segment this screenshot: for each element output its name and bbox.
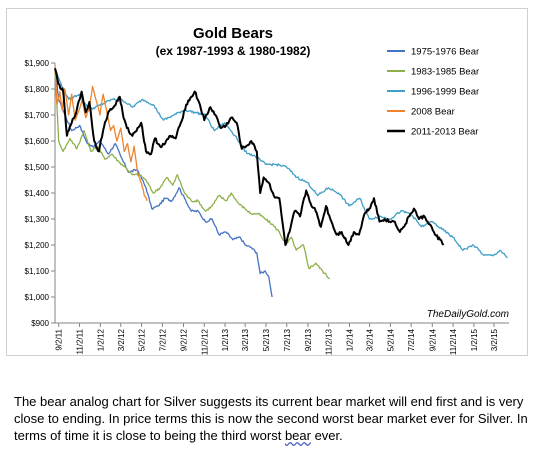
y-tick-label: $1,000 <box>25 293 50 302</box>
watermark-label: TheDailyGold.com <box>427 309 509 320</box>
chart-title: Gold Bears <box>193 25 273 42</box>
x-tick-label: 3/2/12 <box>117 328 126 351</box>
x-tick-label: 1/2/15 <box>470 328 479 351</box>
x-tick-label: 11/2/13 <box>325 328 334 355</box>
x-tick-label: 11/2/12 <box>200 328 209 355</box>
chart-frame: Gold Bears (ex 1987-1993 & 1980-1982) Th… <box>6 8 528 356</box>
caption-paragraph: The bear analog chart for Silver suggest… <box>14 393 529 444</box>
x-tick-label: 9/2/13 <box>304 328 313 351</box>
y-tick-label: $1,800 <box>25 85 50 94</box>
x-tick-label: 11/2/11 <box>76 328 85 354</box>
y-tick-label: $900 <box>31 319 49 328</box>
caption-text: The bear analog chart for Silver suggest… <box>14 394 528 443</box>
series-line-1996-1999-bear <box>54 67 508 259</box>
series-line-2008-bear <box>54 65 148 201</box>
x-tick-label: 7/2/14 <box>407 328 416 351</box>
x-tick-label: 1/2/13 <box>221 328 230 351</box>
x-tick-label: 3/2/14 <box>366 328 375 351</box>
legend-label-1983-1985-bear: 1983-1985 Bear <box>411 67 479 78</box>
x-tick-label: 9/2/12 <box>179 328 188 351</box>
y-tick-label: $1,400 <box>25 189 50 198</box>
x-tick-label: 1/2/12 <box>96 328 105 351</box>
x-tick-label: 7/2/12 <box>158 328 167 351</box>
legend: 1975-1976 Bear 1983-1985 Bear 1996-1999 Be… <box>387 47 479 138</box>
gold-bears-chart: Gold Bears (ex 1987-1993 & 1980-1982) Th… <box>25 25 509 355</box>
x-tick-label: 5/2/13 <box>262 328 271 351</box>
x-tick-label: 5/2/12 <box>138 328 147 351</box>
legend-label-2011-2013-bear: 2011-2013 Bear <box>411 127 478 138</box>
x-tick-label: 3/2/13 <box>241 328 250 351</box>
x-tick-label: 11/2/14 <box>449 328 458 355</box>
series-line-1983-1985-bear <box>54 70 331 280</box>
x-tick-label: 3/2/15 <box>490 328 499 351</box>
y-tick-label: $1,200 <box>25 241 50 250</box>
x-tick-label: 9/2/11 <box>55 328 64 350</box>
y-tick-label: $1,500 <box>25 163 50 172</box>
series-line-2011-2013-bear <box>54 67 445 246</box>
y-tick-label: $1,100 <box>25 267 50 276</box>
legend-label-1975-1976-bear: 1975-1976 Bear <box>411 47 479 58</box>
series-lines <box>54 65 508 298</box>
axes: $900 $1,000 $1,100 $1,200 $1,300 $1,400 $1,500… <box>25 59 509 355</box>
chart-subtitle: (ex 1987-1993 & 1980-1982) <box>156 44 311 58</box>
y-tick-label: $1,600 <box>25 137 50 146</box>
caption-text-end: ever. <box>310 428 343 443</box>
y-tick-label: $1,900 <box>25 59 50 68</box>
x-tick-label: 7/2/13 <box>283 328 292 351</box>
x-tick-label: 5/2/14 <box>386 328 395 351</box>
y-tick-label: $1,300 <box>25 215 50 224</box>
caption-underlined-word: bear <box>284 428 311 443</box>
x-tick-label: 1/2/14 <box>345 328 354 351</box>
x-tick-label: 9/2/14 <box>428 328 437 351</box>
legend-label-1996-1999-bear: 1996-1999 Bear <box>411 87 479 98</box>
series-line-1975-1976-bear <box>54 68 273 298</box>
y-tick-label: $1,700 <box>25 111 50 120</box>
legend-label-2008-bear: 2008 Bear <box>411 107 455 118</box>
